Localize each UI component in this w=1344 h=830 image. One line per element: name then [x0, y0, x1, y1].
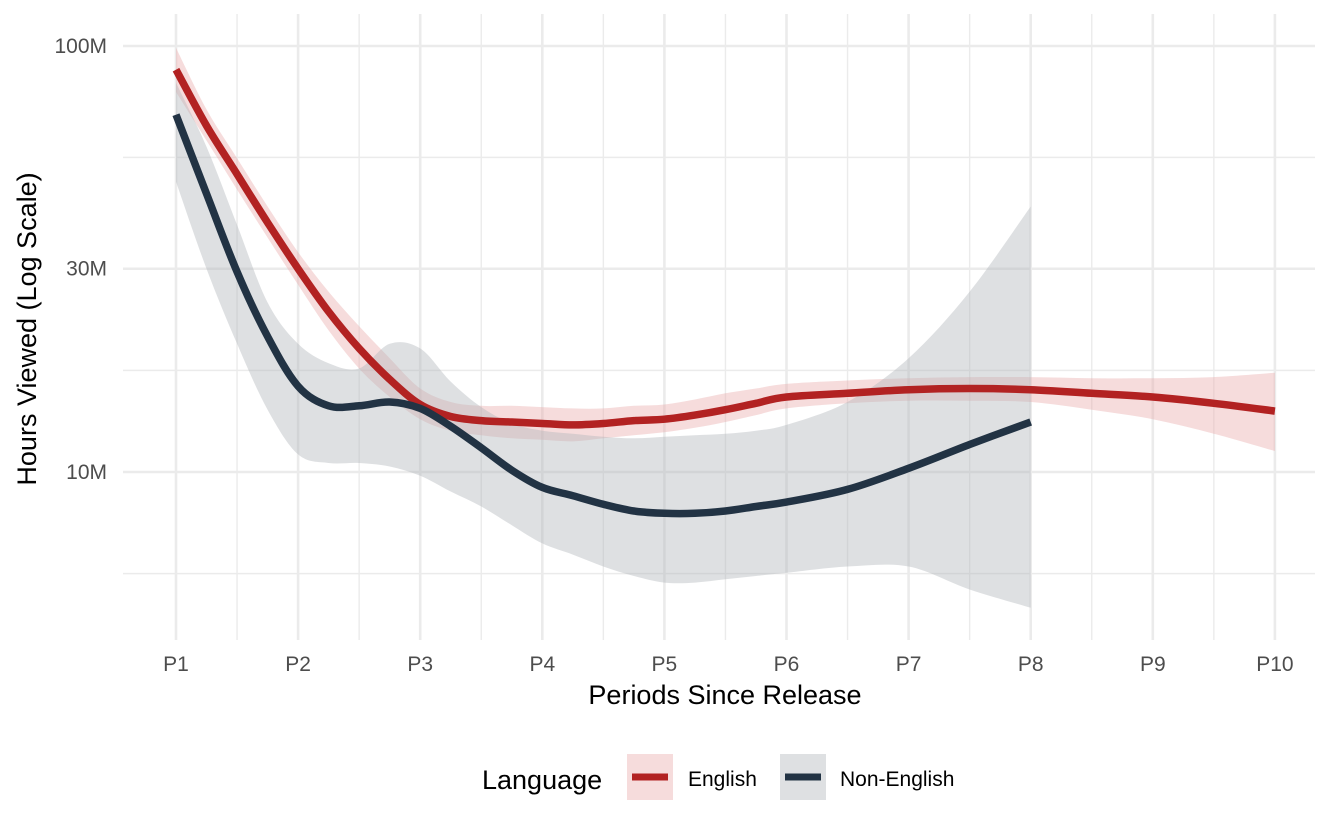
y-axis-title: Hours Viewed (Log Scale)	[12, 172, 42, 485]
y-tick-label: 100M	[54, 35, 107, 58]
y-tick-label: 10M	[66, 461, 107, 484]
x-tick-label: P1	[163, 653, 189, 676]
series-line-english	[172, 67, 1276, 429]
x-tick-label: P4	[529, 653, 555, 676]
x-tick-label: P3	[407, 653, 433, 676]
series-line-non-english	[172, 113, 1033, 518]
legend-label-non-english: Non-English	[840, 768, 954, 791]
x-tick-label: P9	[1140, 653, 1166, 676]
x-tick-labels: P1 P2 P3 P4 P5 P6 P7 P8 P9 P10	[163, 653, 1293, 676]
x-tick-label: P2	[285, 653, 311, 676]
x-tick-label: P10	[1256, 653, 1293, 676]
series-lines	[172, 67, 1276, 518]
legend-item-non-english: Non-English	[780, 754, 954, 800]
y-tick-labels: 100M 30M 10M	[54, 35, 107, 484]
x-tick-label: P6	[774, 653, 800, 676]
confidence-band-non-english	[176, 82, 1031, 608]
legend-title: Language	[482, 765, 602, 795]
x-axis-title: Periods Since Release	[588, 680, 861, 710]
confidence-bands	[176, 47, 1275, 608]
legend-label-english: English	[688, 768, 757, 791]
legend-item-english: English	[627, 754, 757, 800]
x-tick-label: P5	[652, 653, 678, 676]
grid-layer	[123, 14, 1315, 640]
legend: Language English Non-English	[482, 754, 954, 800]
x-tick-label: P8	[1018, 653, 1044, 676]
y-tick-label: 30M	[66, 258, 107, 281]
x-tick-label: P7	[896, 653, 922, 676]
confidence-band-english	[176, 47, 1275, 452]
